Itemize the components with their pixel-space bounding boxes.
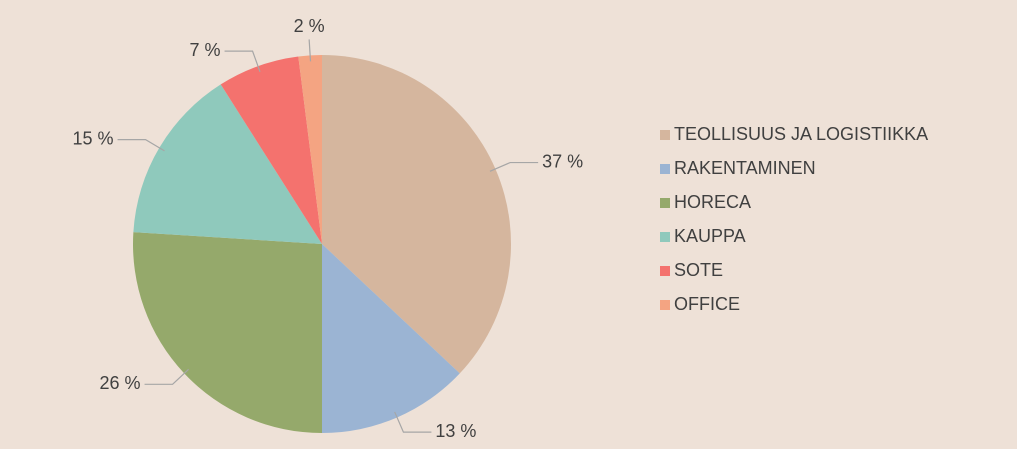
legend-label: SOTE xyxy=(674,260,723,280)
data-label: 7 % xyxy=(190,40,221,60)
pie-slice xyxy=(133,232,322,433)
legend-swatch xyxy=(660,266,670,276)
pie-slice xyxy=(322,55,511,374)
leader-line xyxy=(117,139,165,152)
legend-swatch xyxy=(660,232,670,242)
data-label: 13 % xyxy=(435,421,476,441)
legend-label: OFFICE xyxy=(674,294,740,314)
pie-slice xyxy=(220,56,322,244)
legend-label: RAKENTAMINEN xyxy=(674,158,816,178)
data-label: 15 % xyxy=(73,128,114,148)
legend-swatch xyxy=(660,164,670,174)
legend-swatch xyxy=(660,130,670,140)
leader-line xyxy=(224,50,261,73)
pie-slice xyxy=(322,244,460,433)
pie-slice xyxy=(298,55,322,244)
legend-label: TEOLLISUUS JA LOGISTIIKKA xyxy=(674,124,928,144)
legend-swatch xyxy=(660,300,670,310)
legend-label: KAUPPA xyxy=(674,226,746,246)
legend-label: HORECA xyxy=(674,192,751,212)
leader-line xyxy=(394,411,432,433)
pie-slice xyxy=(133,84,322,244)
leader-line xyxy=(308,39,312,62)
data-label: 37 % xyxy=(542,151,583,171)
data-label: 26 % xyxy=(100,373,141,393)
data-label: 2 % xyxy=(294,16,325,36)
legend-swatch xyxy=(660,198,670,208)
leader-line xyxy=(144,368,190,385)
leader-line xyxy=(489,161,539,172)
